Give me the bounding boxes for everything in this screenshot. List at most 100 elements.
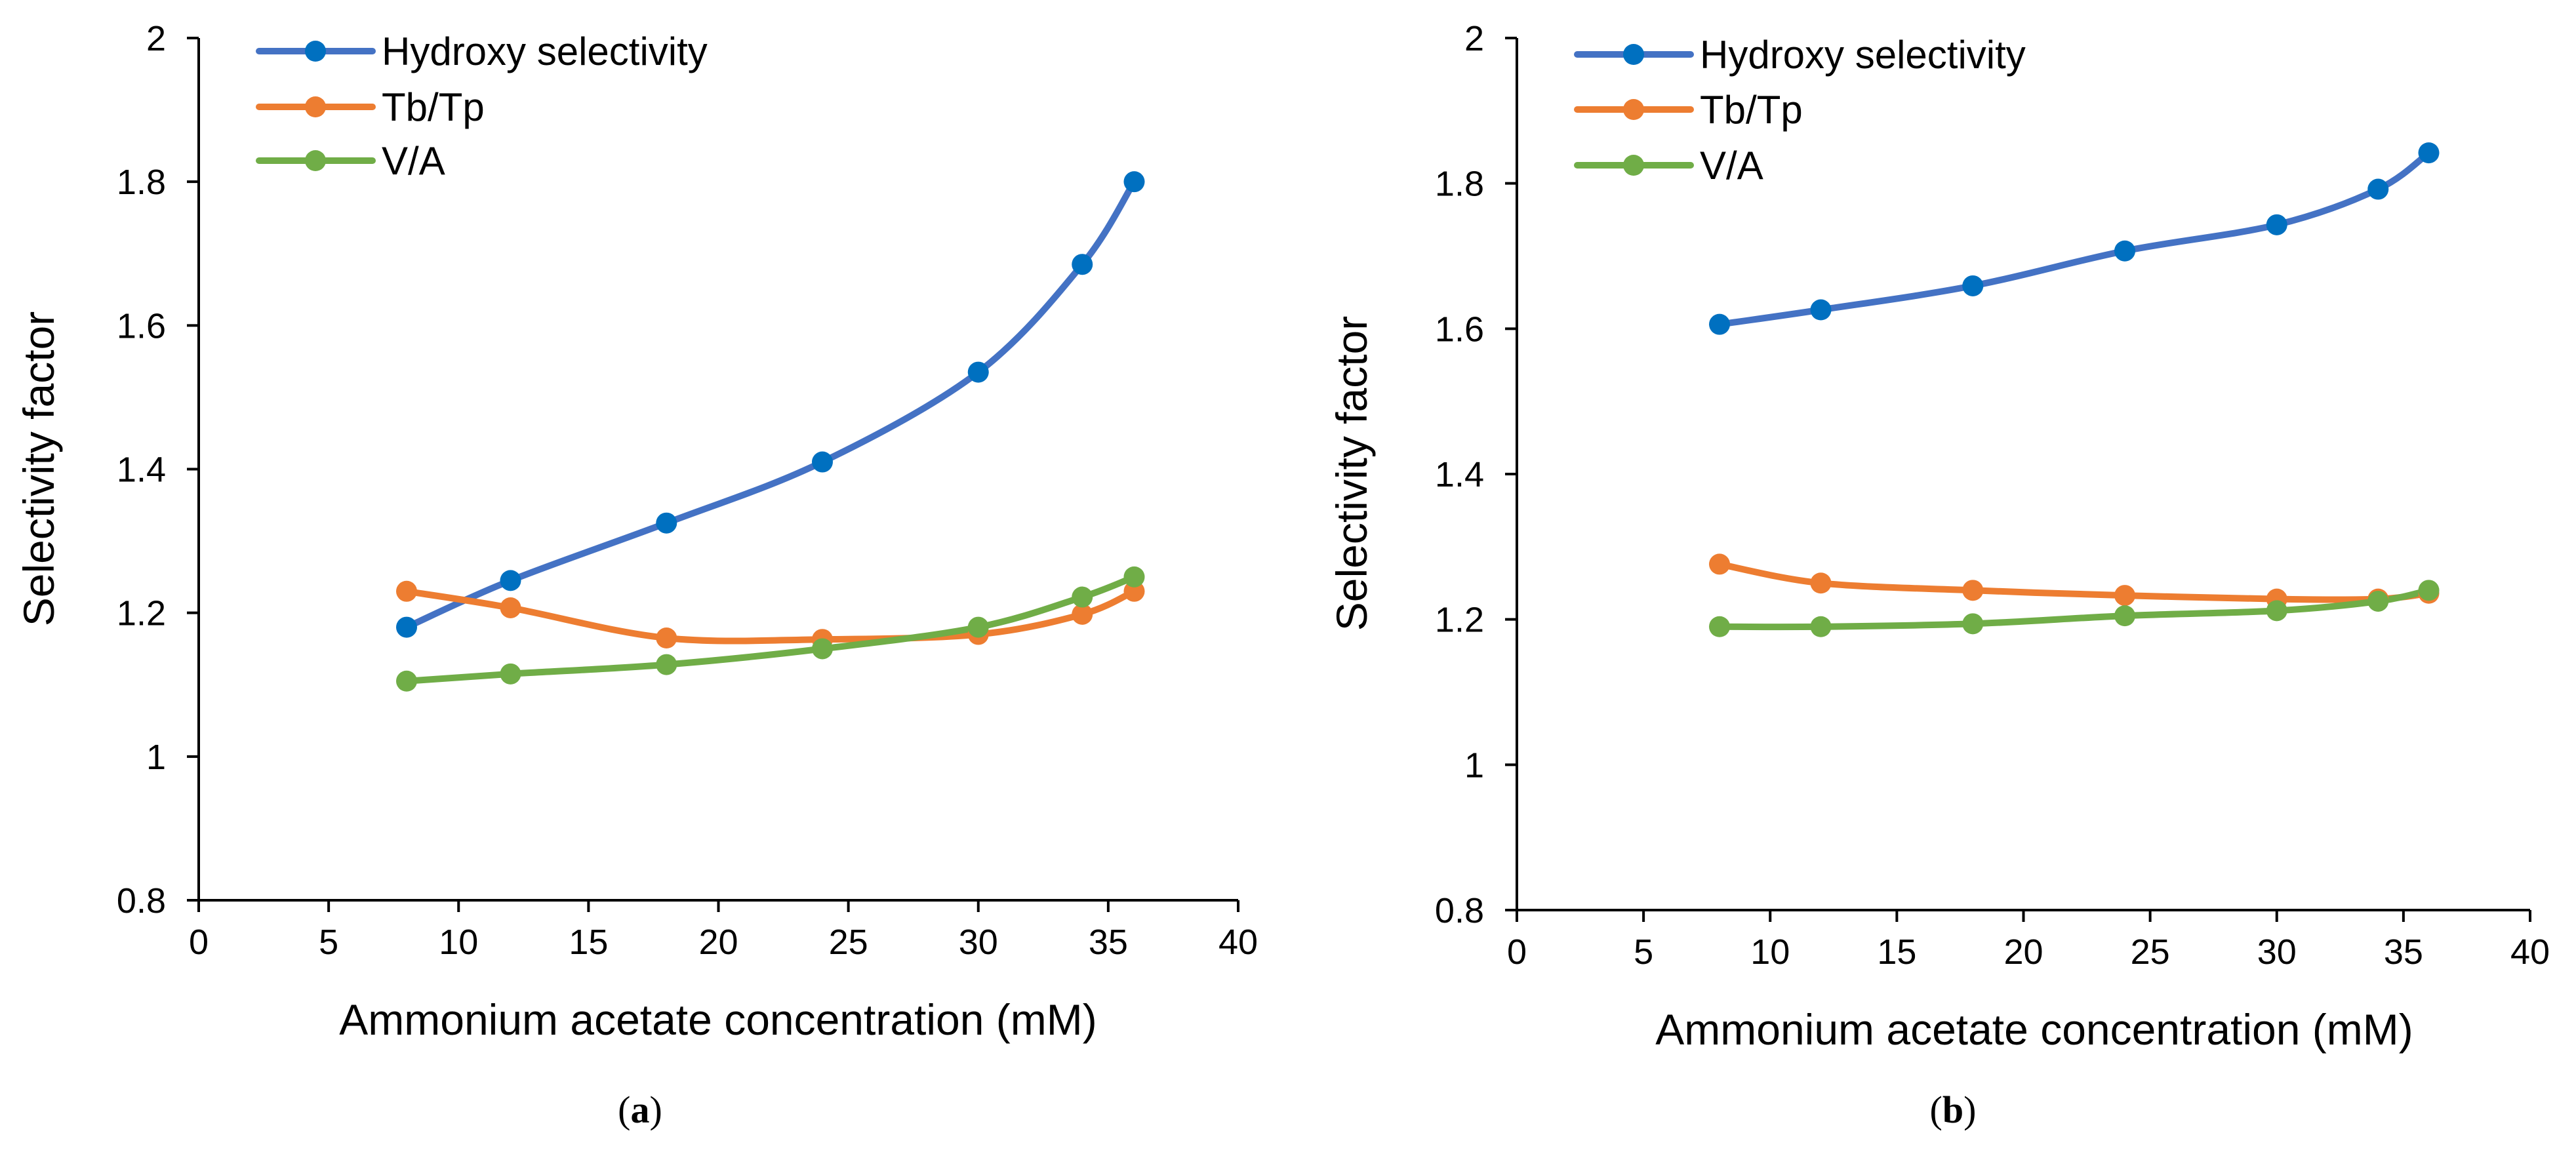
y-ticks: 0.8 1 1.2 1.4 1.6 1.8 2 (117, 19, 199, 921)
data-point-hydroxy-selectivity (1810, 299, 1832, 321)
data-point-hydroxy-selectivity (2418, 142, 2440, 164)
legend-swatch-marker (305, 150, 326, 171)
series-lines (1716, 149, 2432, 631)
chart-panel-b: 0 5 10 15 20 25 30 35 40 0.8 1 1.2 1.4 1.6 1.8 2 Selec… (1327, 19, 2550, 1131)
y-tick-label: 1.4 (1435, 455, 1484, 494)
series-markers (1709, 142, 2440, 637)
data-point-tb-tp (1810, 572, 1832, 594)
y-tick-label: 1 (146, 738, 166, 777)
caption-close: ) (650, 1088, 662, 1131)
x-tick-label: 10 (1750, 932, 1790, 972)
x-tick-label: 40 (2510, 932, 2550, 972)
x-tick-label: 30 (2257, 932, 2297, 972)
x-tick-label: 0 (189, 923, 209, 962)
data-point-v-a (500, 663, 521, 685)
y-tick-label: 0.8 (117, 881, 166, 921)
x-tick-label: 35 (2384, 932, 2423, 972)
data-point-v-a (1962, 613, 1984, 635)
data-point-v-a (2114, 605, 2135, 627)
data-point-v-a (2418, 580, 2440, 601)
y-tick-label: 1.6 (117, 306, 166, 346)
series-line-hydroxy-selectivity (1716, 149, 2432, 328)
legend-swatch-marker (305, 41, 326, 62)
x-tick-label: 25 (2131, 932, 2170, 972)
data-point-hydroxy-selectivity (1962, 275, 1984, 296)
chart-panel-a: 0 5 10 15 20 25 30 35 40 0.8 1 1.2 1.4 1.6 1.8 2 Selec… (14, 19, 1258, 1131)
data-point-hydroxy-selectivity (1123, 171, 1145, 193)
legend-item-hydroxy-selectivity: Hydroxy selectivity (256, 30, 708, 73)
x-ticks: 0 5 10 15 20 25 30 35 40 (189, 900, 1258, 962)
legend: Hydroxy selectivity Tb/Tp V/A (256, 30, 708, 183)
legend-swatch-marker (305, 96, 326, 117)
legend-item-hydroxy-selectivity: Hydroxy selectivity (1574, 33, 2026, 77)
panel-caption: (a) (618, 1088, 662, 1131)
legend-label: Hydroxy selectivity (382, 30, 708, 73)
caption-letter: b (1942, 1088, 1963, 1131)
legend-label: Tb/Tp (382, 85, 485, 129)
x-ticks: 0 5 10 15 20 25 30 35 40 (1507, 910, 2550, 972)
y-tick-label: 1.8 (1435, 165, 1484, 204)
legend-item-tb-tp: Tb/Tp (1574, 88, 1803, 132)
data-point-hydroxy-selectivity (2114, 240, 2135, 262)
data-point-tb-tp (1123, 580, 1145, 602)
y-tick-label: 1.4 (117, 450, 166, 490)
data-point-tb-tp (396, 580, 417, 602)
legend-label: Hydroxy selectivity (1700, 33, 2026, 77)
y-tick-label: 1 (1464, 746, 1484, 785)
data-point-v-a (1709, 616, 1730, 637)
y-axis-title: Selectivity factor (1327, 316, 1376, 631)
data-point-tb-tp (500, 597, 521, 618)
caption-close: ) (1963, 1088, 1976, 1131)
caption-open: ( (1930, 1088, 1942, 1131)
data-point-hydroxy-selectivity (812, 451, 833, 473)
x-tick-label: 20 (698, 923, 738, 962)
data-point-hydroxy-selectivity (2266, 214, 2287, 235)
x-axis-title: Ammonium acetate concentration (mM) (1655, 1005, 2413, 1054)
data-point-tb-tp (2114, 585, 2135, 607)
legend-swatch-marker (1623, 44, 1644, 65)
data-point-tb-tp (1709, 553, 1730, 575)
data-point-hydroxy-selectivity (967, 361, 989, 383)
x-tick-label: 15 (1877, 932, 1916, 972)
series-markers (396, 171, 1145, 692)
data-point-hydroxy-selectivity (500, 570, 521, 591)
x-tick-label: 0 (1507, 932, 1527, 972)
data-point-hydroxy-selectivity (396, 616, 417, 638)
x-tick-label: 15 (569, 923, 608, 962)
y-tick-label: 0.8 (1435, 891, 1484, 930)
data-point-tb-tp (656, 627, 677, 649)
data-point-hydroxy-selectivity (2367, 178, 2389, 200)
legend-swatch-marker (1623, 155, 1644, 176)
y-tick-label: 1.2 (117, 594, 166, 633)
x-tick-label: 40 (1218, 923, 1258, 962)
y-tick-label: 2 (1464, 19, 1484, 58)
y-tick-label: 1.6 (1435, 309, 1484, 349)
data-point-v-a (1810, 616, 1832, 637)
data-point-v-a (812, 638, 833, 660)
x-tick-label: 20 (2003, 932, 2043, 972)
x-tick-label: 10 (439, 923, 478, 962)
data-point-tb-tp (1072, 603, 1093, 625)
x-tick-label: 5 (319, 923, 338, 962)
data-point-v-a (396, 670, 417, 692)
x-tick-label: 25 (829, 923, 868, 962)
legend: Hydroxy selectivity Tb/Tp V/A (1574, 33, 2026, 188)
legend-item-v-a: V/A (256, 139, 445, 183)
data-point-v-a (1123, 566, 1145, 587)
series-line-hydroxy-selectivity (403, 178, 1138, 631)
data-point-hydroxy-selectivity (1072, 254, 1093, 275)
legend-label: V/A (1700, 144, 1763, 188)
y-tick-label: 1.2 (1435, 601, 1484, 640)
caption-open: ( (618, 1088, 630, 1131)
y-ticks: 0.8 1 1.2 1.4 1.6 1.8 2 (1435, 19, 1517, 930)
y-tick-label: 1.8 (117, 163, 166, 202)
panel-caption: (b) (1930, 1088, 1977, 1131)
data-point-v-a (1072, 586, 1093, 608)
legend-label: Tb/Tp (1700, 88, 1803, 132)
legend-item-v-a: V/A (1574, 144, 1763, 188)
x-tick-label: 30 (959, 923, 998, 962)
legend-item-tb-tp: Tb/Tp (256, 85, 485, 129)
data-point-v-a (2367, 590, 2389, 612)
x-tick-label: 35 (1089, 923, 1128, 962)
